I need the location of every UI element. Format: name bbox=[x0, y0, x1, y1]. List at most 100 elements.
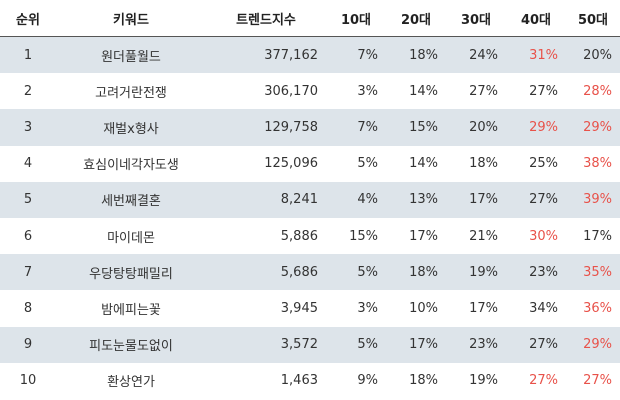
number-cell: 31% bbox=[506, 36, 566, 74]
table-row: 8 밤에피는꽃 3,945 3% 10% 17% 34% 36% bbox=[0, 290, 620, 326]
number-cell: 10% bbox=[409, 300, 438, 316]
number-cell: 36% bbox=[583, 300, 612, 316]
rank-cell: 4 bbox=[23, 156, 33, 172]
rank-cell: 2 bbox=[23, 83, 33, 99]
table-row: 1 원더풀월드 377,162 7% 18% 24% 31% 20% bbox=[0, 36, 620, 74]
table-row: 9 피도눈물도없이 3,572 5% 17% 23% 27% 29% bbox=[0, 326, 620, 363]
table-row: 10 환상연가 1,463 9% 18% 19% 27% 27% bbox=[0, 363, 620, 399]
number-cell: 3,572 bbox=[206, 326, 326, 363]
number-cell: 4% bbox=[326, 181, 386, 218]
header-cell: 30대 bbox=[446, 0, 506, 37]
number-cell: 5% bbox=[357, 156, 378, 172]
number-cell: 5% bbox=[326, 254, 386, 291]
number-cell: 15% bbox=[349, 228, 378, 244]
number-cell: 27% bbox=[506, 181, 566, 218]
number-cell: 17% bbox=[583, 228, 612, 244]
rank-cell: 9 bbox=[0, 326, 56, 363]
number-cell: 125,096 bbox=[264, 156, 318, 172]
number-cell: 18% bbox=[469, 156, 498, 172]
number-cell: 34% bbox=[529, 300, 558, 316]
keyword-cell: 세번째결혼 bbox=[56, 181, 206, 218]
number-cell: 28% bbox=[583, 83, 612, 99]
header-cell: 20대 bbox=[386, 0, 446, 37]
table-row: 4 효심이네각자도생 125,096 5% 14% 18% 25% 38% bbox=[0, 146, 620, 182]
table-row: 5 세번째결혼 8,241 4% 13% 17% 27% 39% bbox=[0, 181, 620, 218]
keyword-cell: 환상연가 bbox=[107, 375, 155, 391]
keyword-cell: 피도눈물도없이 bbox=[56, 326, 206, 363]
header-cell: 10대 bbox=[326, 0, 386, 37]
number-cell: 13% bbox=[386, 181, 446, 218]
keyword-cell: 원더풀월드 bbox=[56, 36, 206, 74]
keyword-cell: 고려거란전쟁 bbox=[95, 85, 167, 101]
number-cell: 27% bbox=[529, 373, 558, 389]
header-cell: 트렌드지수 bbox=[206, 0, 326, 37]
rank-cell: 8 bbox=[23, 300, 33, 316]
table-body: 1 원더풀월드 377,162 7% 18% 24% 31% 20% 2 고려거란전쟁 306,17… bbox=[0, 36, 620, 399]
number-cell: 18% bbox=[409, 373, 438, 389]
rank-cell: 7 bbox=[0, 254, 56, 291]
number-cell: 27% bbox=[583, 373, 612, 389]
number-cell: 19% bbox=[469, 373, 498, 389]
number-cell: 5,686 bbox=[206, 254, 326, 291]
keyword-cell: 밤에피는꽃 bbox=[101, 302, 161, 318]
number-cell: 7% bbox=[326, 36, 386, 74]
number-cell: 15% bbox=[386, 109, 446, 146]
number-cell: 24% bbox=[446, 36, 506, 74]
number-cell: 27% bbox=[506, 326, 566, 363]
number-cell: 1,463 bbox=[280, 373, 318, 389]
number-cell: 27% bbox=[529, 83, 558, 99]
number-cell: 29% bbox=[566, 109, 620, 146]
number-cell: 30% bbox=[529, 228, 558, 244]
header-cell: 40대 bbox=[506, 0, 566, 37]
keyword-cell: 효심이네각자도생 bbox=[83, 158, 179, 174]
number-cell: 14% bbox=[409, 156, 438, 172]
number-cell: 129,758 bbox=[206, 109, 326, 146]
number-cell: 18% bbox=[386, 36, 446, 74]
number-cell: 3% bbox=[357, 300, 378, 316]
number-cell: 7% bbox=[326, 109, 386, 146]
number-cell: 5% bbox=[326, 326, 386, 363]
number-cell: 8,241 bbox=[206, 181, 326, 218]
keyword-cell: 마이데몬 bbox=[107, 230, 155, 246]
number-cell: 27% bbox=[469, 83, 498, 99]
number-cell: 21% bbox=[469, 228, 498, 244]
number-cell: 3,945 bbox=[280, 300, 318, 316]
number-cell: 18% bbox=[386, 254, 446, 291]
number-cell: 19% bbox=[446, 254, 506, 291]
number-cell: 377,162 bbox=[206, 36, 326, 74]
number-cell: 39% bbox=[566, 181, 620, 218]
header-cell: 키워드 bbox=[56, 0, 206, 37]
rank-cell: 6 bbox=[23, 228, 33, 244]
rank-cell: 10 bbox=[19, 373, 37, 389]
number-cell: 38% bbox=[583, 156, 612, 172]
rank-cell: 3 bbox=[0, 109, 56, 146]
number-cell: 5,886 bbox=[280, 228, 318, 244]
header-cell: 50대 bbox=[566, 0, 620, 37]
table-row: 3 재벌x형사 129,758 7% 15% 20% 29% 29% bbox=[0, 109, 620, 146]
number-cell: 25% bbox=[529, 156, 558, 172]
keyword-cell: 우당탕탕패밀리 bbox=[56, 254, 206, 291]
number-cell: 35% bbox=[566, 254, 620, 291]
number-cell: 20% bbox=[566, 36, 620, 74]
number-cell: 17% bbox=[446, 181, 506, 218]
number-cell: 17% bbox=[386, 326, 446, 363]
rank-cell: 5 bbox=[0, 181, 56, 218]
number-cell: 14% bbox=[409, 83, 438, 99]
number-cell: 29% bbox=[506, 109, 566, 146]
number-cell: 17% bbox=[469, 300, 498, 316]
number-cell: 306,170 bbox=[264, 83, 318, 99]
number-cell: 9% bbox=[357, 373, 378, 389]
number-cell: 29% bbox=[566, 326, 620, 363]
rank-cell: 1 bbox=[0, 36, 56, 74]
number-cell: 20% bbox=[446, 109, 506, 146]
number-cell: 23% bbox=[506, 254, 566, 291]
table-row: 6 마이데몬 5,886 15% 17% 21% 30% 17% bbox=[0, 218, 620, 254]
table-row: 2 고려거란전쟁 306,170 3% 14% 27% 27% 28% bbox=[0, 73, 620, 109]
header-row: 순위 키워드 트렌드지수 10대 20대 30대 40대 50대 bbox=[0, 0, 620, 37]
header-cell: 순위 bbox=[0, 0, 56, 37]
table-row: 7 우당탕탕패밀리 5,686 5% 18% 19% 23% 35% bbox=[0, 254, 620, 291]
number-cell: 17% bbox=[409, 228, 438, 244]
number-cell: 23% bbox=[446, 326, 506, 363]
